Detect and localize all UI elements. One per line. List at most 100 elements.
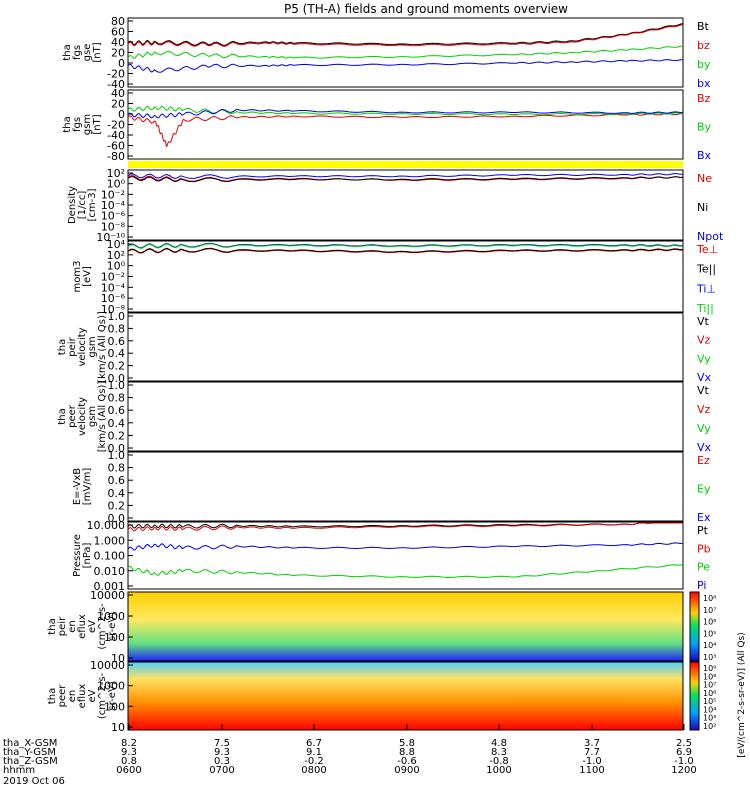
x-axis-value: -1.0 (582, 756, 602, 767)
y-axis-label: (cm^2-s- (97, 672, 108, 719)
y-axis-label: en (67, 620, 78, 633)
colorbar-tick: 10² (703, 722, 716, 731)
legend-entry: Bt (697, 20, 710, 33)
series-bx (127, 59, 683, 73)
y-tick-label: 0.0 (108, 442, 126, 455)
y-tick-label: 10.000 (87, 519, 126, 532)
y-tick-label: 10⁻¹⁰ (96, 231, 125, 244)
y-tick-label: 0.6 (108, 335, 126, 348)
y-tick-label: 10000 (90, 589, 125, 602)
x-axis-value: 9.3 (214, 747, 230, 758)
y-axis-label: [nT] (92, 42, 103, 62)
colorbar-tick: 10⁶ (703, 689, 716, 698)
x-axis-value: 1100 (579, 765, 604, 776)
y-tick-label: 10⁻⁸ (101, 220, 126, 233)
x-axis-value: -0.8 (489, 756, 509, 767)
y-tick-label: 80 (111, 15, 125, 28)
colorbar-tick: 10⁸ (703, 594, 716, 603)
y-axis-label: gsm (82, 114, 93, 135)
y-axis-label: tha (57, 339, 68, 355)
y-axis-label: sr-eV) (107, 681, 118, 710)
y-axis-label: [nT] (92, 114, 103, 134)
colorbar-tick: 10⁴ (703, 641, 716, 650)
legend-entry: By (697, 121, 712, 134)
legend-entry: Pt (697, 524, 709, 537)
y-tick-label: 100 (104, 700, 125, 713)
x-axis-value: 0.3 (214, 756, 230, 767)
y-tick-label: 0.2 (108, 360, 126, 373)
y-tick-label: 1.0 (108, 379, 126, 392)
x-axis-value: 5.8 (399, 738, 415, 749)
spectrogram (128, 662, 683, 730)
panel-frame (127, 89, 684, 160)
series-Ti|| (127, 243, 684, 249)
y-tick-label: 0.4 (108, 417, 126, 430)
legend-entry: Bx (697, 149, 712, 162)
y-axis-label: (cm^2-s- (97, 603, 108, 650)
x-axis-value: 4.8 (491, 738, 507, 749)
panel-frame (127, 521, 684, 590)
legend-entry: Pe (697, 561, 710, 574)
panel-frame (127, 451, 684, 522)
y-axis-label: [km/s (All Qs)] (97, 311, 108, 383)
panel-peir_velocity: 1.00.80.60.40.20.0 tha peir velocity gsm [km/… (57, 310, 712, 385)
y-axis-label: tha (57, 408, 68, 424)
y-axis-label: tha (47, 688, 58, 704)
x-axis-value: 8.8 (399, 747, 415, 758)
legend-entry: Ti|| (696, 302, 714, 315)
y-tick-label: 1000 (97, 680, 125, 693)
series-Te|| (127, 247, 684, 254)
y-tick-label: 1.0 (108, 310, 126, 323)
colorbar-tick: 10⁴ (703, 705, 716, 714)
x-axis-value: 1000 (486, 765, 511, 776)
y-axis-label: gsm (87, 406, 98, 427)
legend-entry: by (697, 58, 711, 71)
x-axis-value: 0700 (209, 765, 234, 776)
x-axis-value: 7.7 (584, 747, 600, 758)
x-axis-value: 9.3 (121, 747, 137, 758)
x-axis-labels: tha_X-GSM 8.2 7.5 6.7 5.8 4.8 3.7 2.5 tha_Y-GSM 9… (3, 724, 697, 787)
y-axis-label: gse (82, 44, 93, 62)
y-axis-label: gsm (87, 336, 98, 357)
panel-frame (127, 17, 684, 88)
y-tick-label: 0.8 (108, 322, 126, 335)
colorbar-label: [eV/(cm^2-s-sr-eV)] (All Qs) (737, 632, 747, 757)
legend-entry: Npot (697, 230, 724, 243)
series-Bz (127, 112, 683, 148)
y-axis-label: Density (67, 186, 78, 224)
x-axis-value: 8.3 (491, 747, 507, 758)
legend-entry: Vt (697, 315, 710, 328)
legend-entry: Ni (697, 201, 708, 214)
colorbar-tick: 10³ (703, 653, 716, 662)
y-tick-label: 1000 (97, 610, 125, 623)
legend-entry: bz (697, 39, 710, 52)
y-axis-label: eflux (77, 684, 88, 709)
legend-entry: Vt (697, 384, 710, 397)
x-axis-value: 3.7 (584, 738, 600, 749)
x-axis-value: 0900 (394, 765, 419, 776)
x-axis-date: 2019 Oct 06 (3, 776, 65, 787)
x-axis-value: 0.8 (121, 756, 137, 767)
y-tick-label: 0.0 (108, 512, 126, 525)
series-By (127, 105, 684, 116)
y-tick-label: 10 (111, 721, 125, 734)
y-tick-label: 10⁰ (107, 260, 126, 273)
x-axis-value: 9.1 (306, 747, 322, 758)
y-tick-label: 10² (107, 249, 125, 262)
legend-entry: Vy (697, 352, 711, 365)
series-Pe (127, 564, 684, 579)
y-axis-label: peir (57, 616, 68, 636)
legend-entry: Ne (697, 172, 712, 185)
legend-entry: Te⊥ (696, 243, 718, 256)
colorbar-tick: 10⁷ (703, 681, 716, 690)
y-tick-label: -20 (107, 119, 125, 132)
colorbar-tick: 10⁹ (703, 664, 716, 673)
y-axis-label: peer (57, 684, 68, 708)
x-axis-value: 6.7 (306, 738, 322, 749)
